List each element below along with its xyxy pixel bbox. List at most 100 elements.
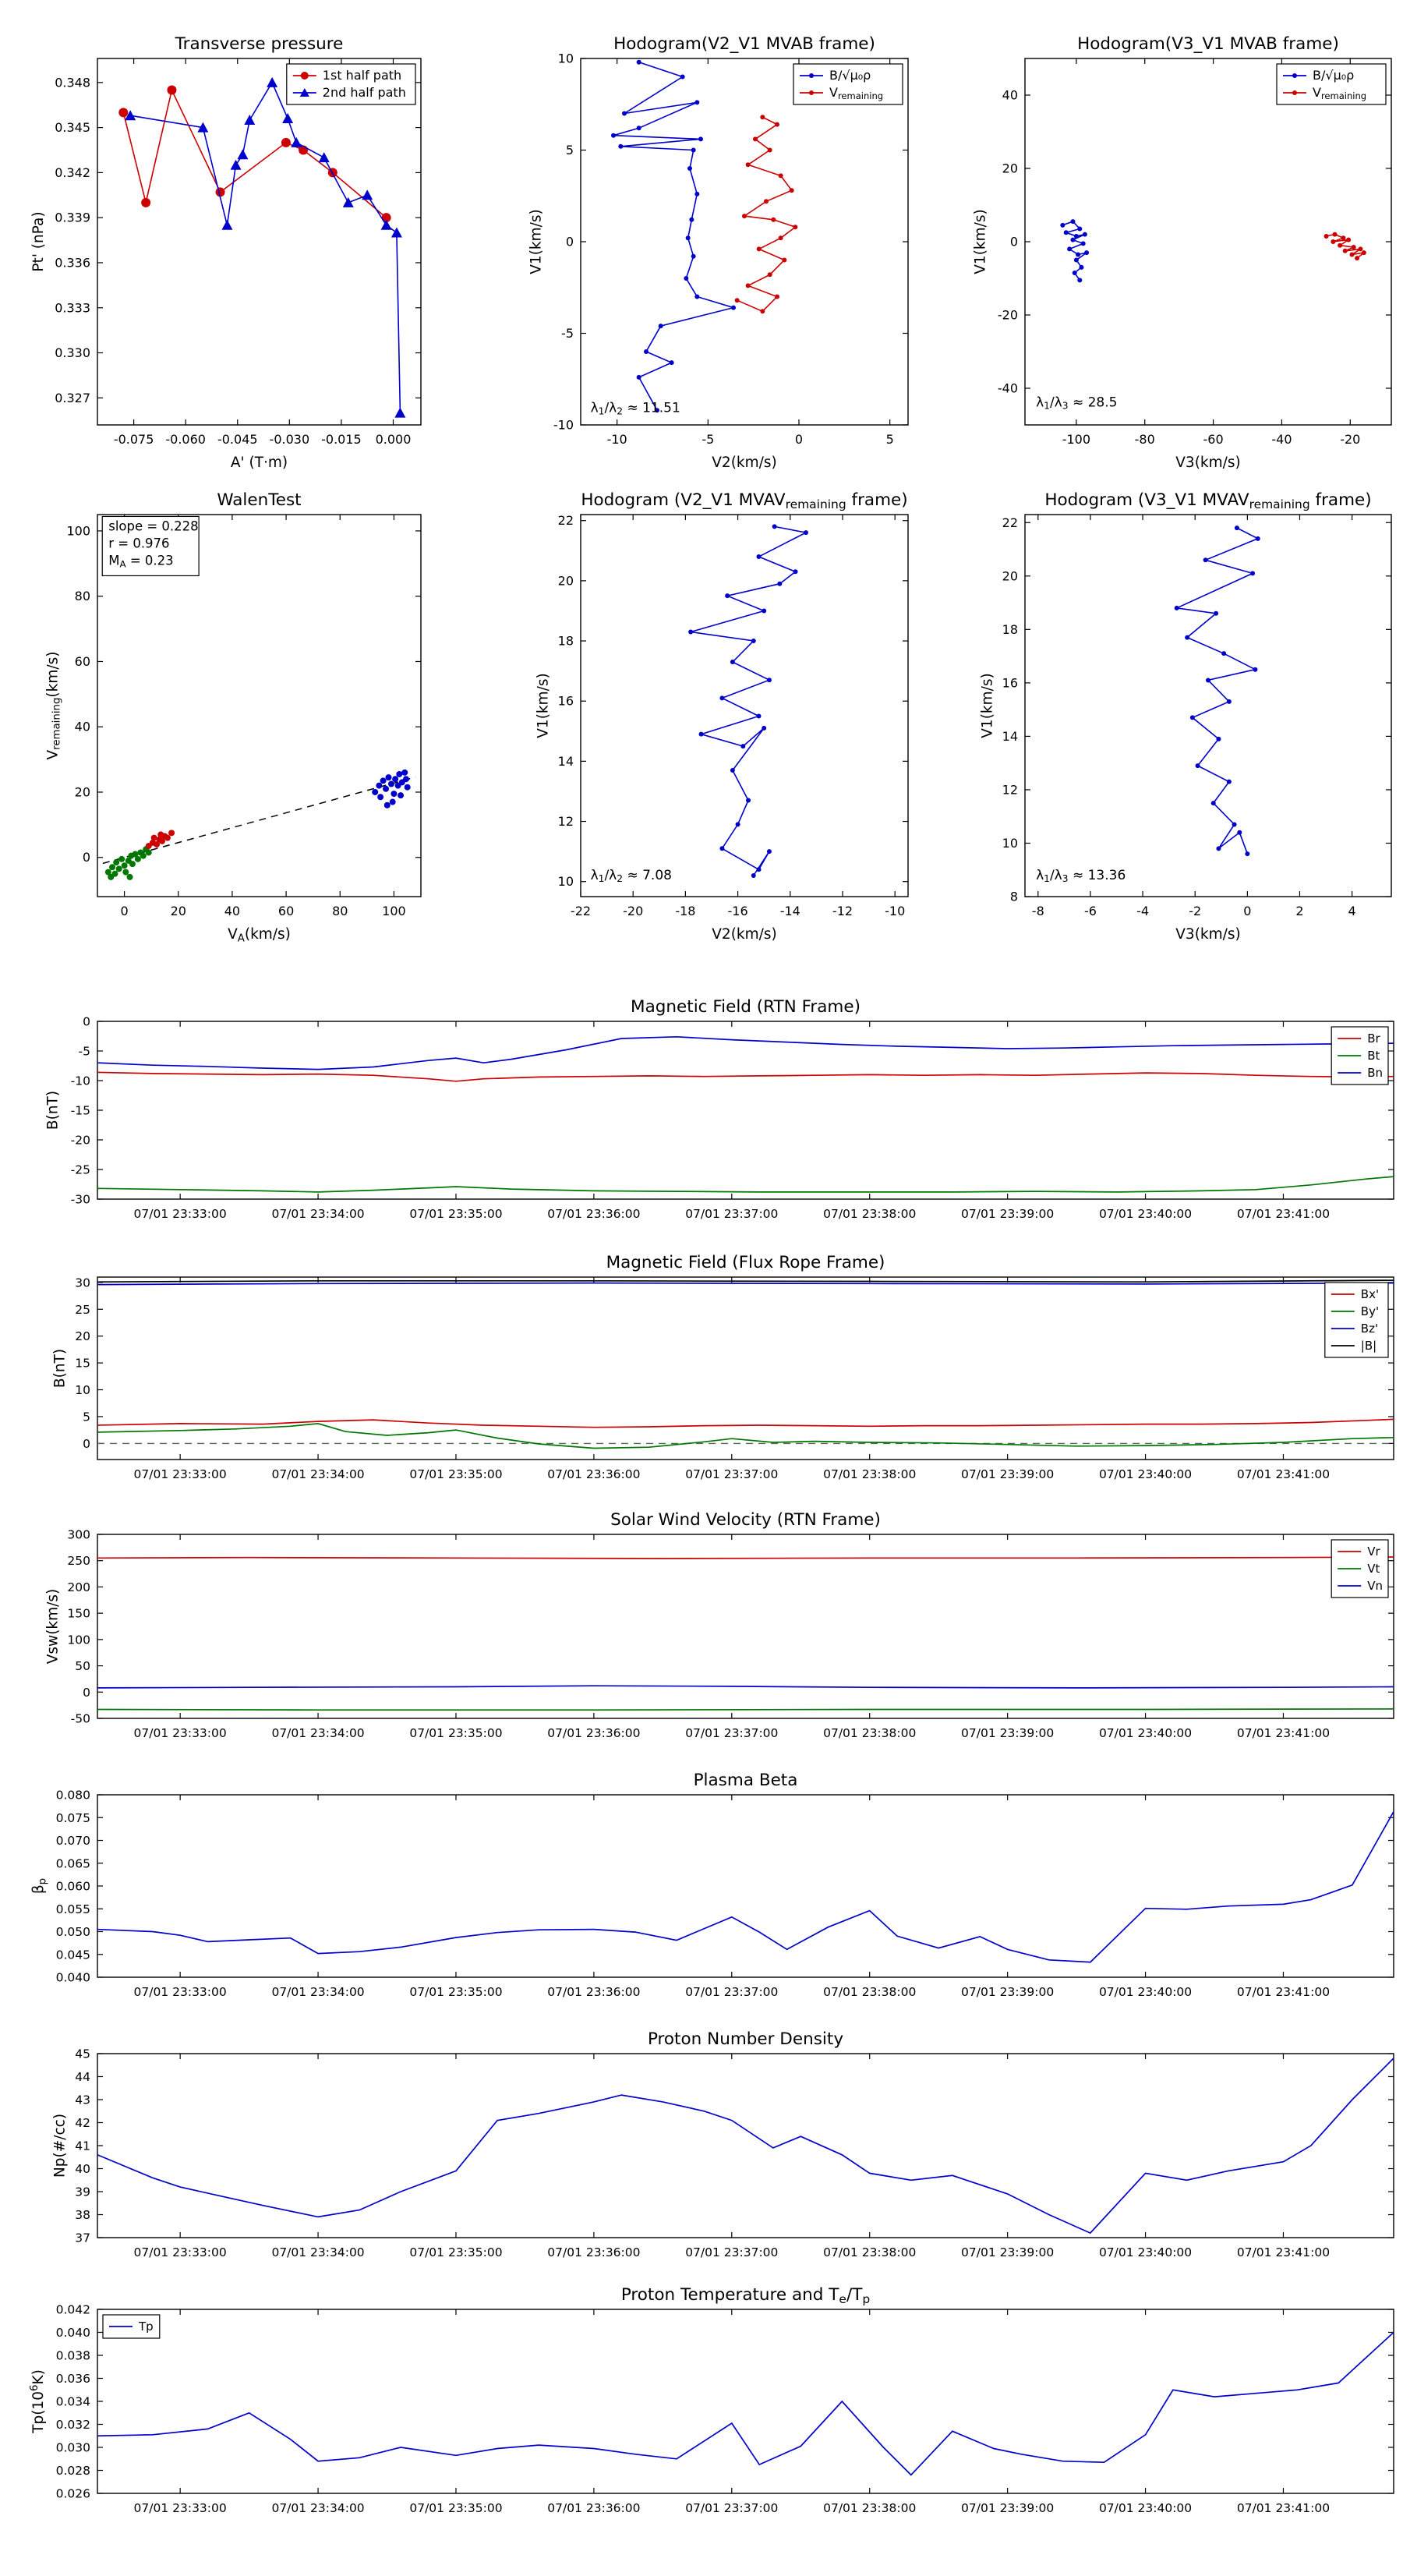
- marker: [1216, 846, 1221, 851]
- marker: [789, 188, 794, 193]
- chart-title: Transverse pressure: [175, 34, 344, 54]
- chart-title: Magnetic Field (Flux Rope Frame): [606, 1253, 885, 1272]
- y-tick-label: 0.333: [55, 300, 90, 315]
- legend-label: Bt: [1367, 1049, 1380, 1063]
- marker: [760, 309, 765, 314]
- marker: [372, 788, 379, 795]
- marker: [1253, 667, 1258, 672]
- series-cluster-blue: [372, 769, 411, 809]
- y-tick-label: 12: [558, 814, 574, 829]
- annotation: λ1/λ3 ≈ 28.5: [1036, 395, 1117, 412]
- axes-frame: [97, 514, 422, 897]
- x-tick-label: -80: [1135, 432, 1155, 447]
- legend-box: [1276, 63, 1387, 105]
- chart-title: WalenTest: [217, 490, 301, 510]
- y-tick-label: 0.028: [56, 2464, 90, 2478]
- marker: [772, 524, 777, 529]
- marker: [694, 100, 700, 105]
- axes-frame: [97, 58, 422, 426]
- ticks: [581, 58, 908, 426]
- series-1st half path: [118, 85, 391, 223]
- y-tick-label: 0.055: [56, 1902, 90, 1916]
- legend-label: |B|: [1361, 1339, 1376, 1353]
- y-axis-label: Vsw(km/s): [44, 1589, 61, 1664]
- legend: B/√μ₀ρ Vremaining: [793, 63, 903, 105]
- series-cluster-red: [145, 830, 175, 850]
- y-tick-label: 0.345: [55, 120, 90, 135]
- marker: [730, 767, 735, 773]
- marker: [1358, 246, 1363, 252]
- x-tick-label: 07/01 23:38:00: [823, 1726, 916, 1740]
- legend: 1st half path 2nd half path: [286, 63, 416, 105]
- chart-hodogram-v2v1-mvab: -10 -5 0 5 -10 -5 0 5 10 Hodogram(V2_V1 MVAB fram…: [528, 34, 909, 471]
- x-tick-label: 07/01 23:41:00: [1237, 1467, 1330, 1481]
- ticks: [97, 58, 421, 425]
- x-tick-label: 07/01 23:41:00: [1237, 2501, 1330, 2515]
- chart-plasma-beta: 07/01 23:33:00 07/01 23:34:00 07/01 23:35:…: [30, 1771, 1394, 1999]
- marker: [756, 246, 762, 252]
- marker: [376, 782, 383, 789]
- y-tick-label: -40: [998, 381, 1018, 396]
- y-tick-label: 200: [67, 1580, 90, 1594]
- x-tick-label: 07/01 23:39:00: [961, 1467, 1054, 1481]
- marker: [1206, 678, 1210, 683]
- stats-line: MA = 0.23: [108, 553, 173, 569]
- marker: [108, 873, 115, 880]
- marker: [1346, 237, 1352, 242]
- y-tick-label: 0.040: [56, 2326, 90, 2340]
- series-Tp: [97, 2331, 1394, 2476]
- series-beta_p: [97, 1811, 1394, 1963]
- chart-title: Hodogram(V3_V1 MVAB frame): [1077, 34, 1339, 54]
- marker: [396, 770, 403, 777]
- marker: [394, 407, 406, 418]
- x-tick-label: 07/01 23:40:00: [1099, 2501, 1192, 2515]
- x-tick-label: 07/01 23:41:00: [1237, 2245, 1330, 2259]
- series-|B|: [97, 1279, 1394, 1283]
- y-tick-label: 0.348: [55, 75, 90, 90]
- marker: [1338, 242, 1343, 248]
- legend-label: Tp: [138, 2319, 154, 2334]
- marker: [725, 593, 730, 599]
- axes-frame: [1024, 58, 1392, 426]
- y-tick-label: 37: [75, 2231, 90, 2245]
- series-fit: [102, 776, 416, 865]
- x-tick-label: 4: [1348, 904, 1356, 918]
- marker: [746, 798, 751, 803]
- x-tick-label: -60: [1203, 432, 1224, 447]
- x-tick-label: 07/01 23:35:00: [409, 2245, 502, 2259]
- series-Bt: [97, 1176, 1394, 1193]
- marker: [689, 217, 694, 222]
- series-cluster-green: [104, 846, 152, 880]
- x-tick-label: 07/01 23:39:00: [961, 2501, 1054, 2515]
- series-B-path: [688, 524, 808, 878]
- y-tick-label: 39: [75, 2185, 90, 2199]
- legend-box: [1324, 1282, 1389, 1358]
- x-tick-label: 07/01 23:40:00: [1099, 1467, 1192, 1481]
- y-axis-label: V1(km/s): [980, 673, 996, 738]
- y-tick-label: -10: [71, 1074, 90, 1088]
- marker: [655, 408, 659, 413]
- marker: [742, 214, 747, 219]
- marker: [793, 569, 798, 575]
- marker: [140, 852, 147, 859]
- legend-label: Bn: [1367, 1066, 1383, 1080]
- y-tick-label: 0.036: [56, 2372, 90, 2386]
- legend-label: Bx': [1361, 1287, 1379, 1301]
- marker: [775, 294, 779, 299]
- chart-title: Hodogram(V2_V1 MVAB frame): [613, 34, 875, 54]
- chart-magnetic-field-flux-rope: 07/01 23:33:00 07/01 23:34:00 07/01 23:35:…: [52, 1253, 1394, 1481]
- x-tick-label: 07/01 23:35:00: [409, 1726, 502, 1740]
- marker: [150, 834, 157, 841]
- y-tick-label: 43: [75, 2093, 90, 2107]
- y-tick-label: 5: [566, 143, 574, 157]
- marker: [1250, 571, 1256, 576]
- marker: [1185, 635, 1190, 640]
- marker: [1079, 264, 1084, 270]
- y-tick-label: 10: [1002, 836, 1018, 851]
- y-axis-label: βp: [30, 1878, 48, 1894]
- marker: [777, 581, 783, 586]
- y-tick-label: -20: [71, 1134, 90, 1148]
- y-tick-label: 0: [83, 1686, 90, 1700]
- ticks: [1025, 58, 1391, 425]
